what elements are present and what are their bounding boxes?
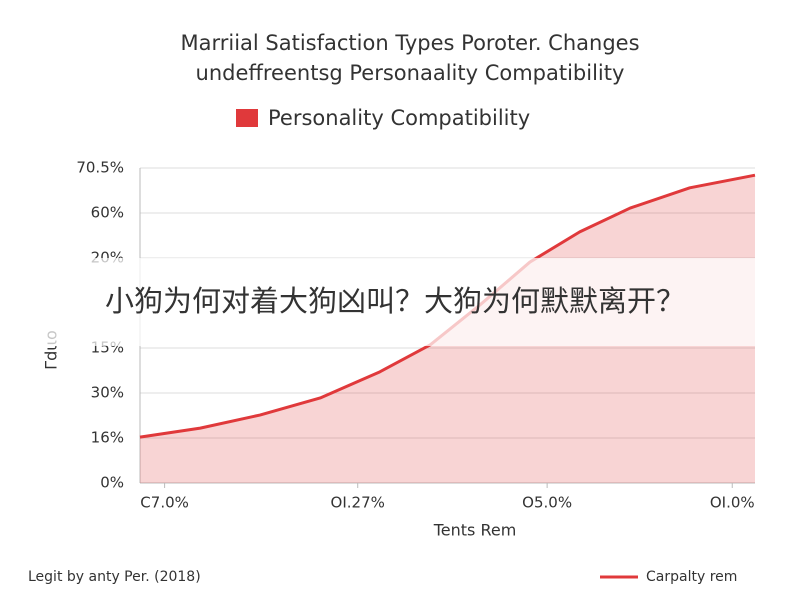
y-tick-label: 16% — [91, 429, 124, 447]
overlay-banner — [0, 258, 800, 346]
x-tick-label: C7.0% — [140, 494, 189, 512]
y-tick-label: 0% — [100, 474, 124, 492]
x-tick-label: OI.27% — [331, 494, 385, 512]
x-axis-label: Tents Rem — [433, 521, 517, 540]
chart-title: undeffreentsg Personaality Compatibility — [196, 61, 625, 85]
y-tick-label: 70.5% — [76, 159, 124, 177]
x-tick-label: OI.0% — [710, 494, 755, 512]
legend-swatch — [236, 109, 258, 127]
overlay-text: 小狗为何对着大狗凶叫？大狗为何默默离开？ — [105, 284, 685, 318]
chart-title: Marriial Satisfaction Types Poroter. Cha… — [180, 31, 639, 55]
x-tick-label: O5.0% — [522, 494, 572, 512]
source-note: Legit by anty Per. (2018) — [28, 569, 201, 585]
legend-label: Personality Compatibility — [268, 106, 530, 130]
y-tick-label: 60% — [91, 204, 124, 222]
y-tick-label: 30% — [91, 384, 124, 402]
legend-note: Carpalty rem — [646, 569, 737, 585]
